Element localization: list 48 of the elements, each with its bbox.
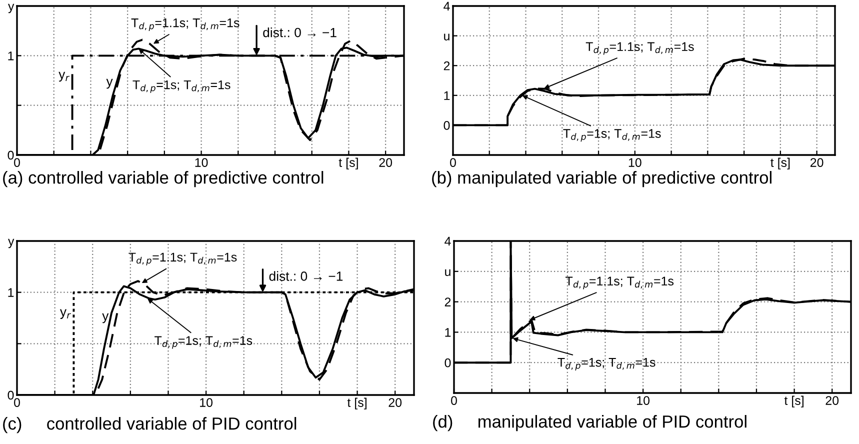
x-tick-label: 20 — [379, 158, 392, 167]
y-tick-label: 0 — [444, 121, 450, 130]
y-tick-label: 1 — [8, 288, 14, 297]
annotation: T$_{d,p}$=1.1s; T$_{d,m}$=1s — [128, 252, 237, 266]
annotation: T$_{d,p}$=1.1s; T$_{d,m}$=1s — [566, 276, 674, 290]
y-tick-label: y — [8, 4, 14, 14]
x-tick-label: 0 — [451, 396, 457, 405]
text: (c) controlled variable of PID control — [3, 417, 296, 434]
x-tick-label: 0 — [14, 398, 20, 407]
text: (d) manipulated variable of PID control — [433, 415, 746, 432]
y-tick-label: u — [445, 269, 450, 276]
x-tick-label: 20 — [810, 158, 824, 167]
x-tick-label: 20 — [826, 396, 839, 405]
annotation: y — [106, 78, 113, 89]
y-tick-label: 1 — [445, 328, 451, 337]
x-tick-label: t [s] — [338, 158, 358, 170]
annotation: T$_{d,p}$=1s; T$_{d,m}$=1s — [558, 358, 656, 370]
x-tick-label: 0 — [14, 158, 20, 167]
y-tick-label: 1 — [8, 52, 14, 60]
annotation: T$_{d,p}$=1.1s; T$_{d,m}$=1s — [131, 18, 240, 31]
y-tick-label: 1 — [444, 91, 450, 100]
y-tick-label: 0 — [444, 358, 451, 368]
x-tick-label: 10 — [637, 396, 650, 405]
text: (a) controlled variable of predictive control — [3, 171, 324, 188]
annotation: y — [102, 313, 109, 324]
y-tick-label: 2 — [444, 61, 450, 70]
y-tick-label: y — [8, 238, 14, 248]
y-tick-label: 2 — [444, 298, 451, 306]
y-tick-label: u — [444, 34, 450, 40]
y-tick-label: 4 — [444, 236, 451, 246]
text: (b) manipulated variable of predictive control — [432, 171, 772, 188]
annotation: T$_{d,p}$=1s; T$_{d,m}$=1s — [563, 129, 661, 142]
x-tick-label: 10 — [195, 158, 208, 167]
x-tick-label: 10 — [200, 398, 213, 407]
annotation: T$_{d,p}$=1s; T$_{d,m}$=1s — [132, 80, 230, 93]
annotation: y$_{r}$ — [60, 309, 71, 319]
x-tick-label: t [s] — [770, 158, 790, 170]
annotation: dist.: 0 → −1 — [269, 271, 343, 281]
x-tick-label: t [s] — [347, 398, 366, 410]
x-tick-label: t [s] — [784, 396, 804, 408]
x-tick-label: 20 — [388, 398, 402, 407]
annotation: y$_{r}$ — [58, 72, 70, 82]
y-tick-label: 0 — [8, 150, 14, 160]
annotation: T$_{d,p}$=1.1s; T$_{d,m}$=1s — [586, 42, 694, 55]
y-tick-label: 4 — [444, 2, 450, 11]
x-tick-label: 10 — [628, 158, 642, 167]
annotation: T$_{d,p}$=1s; T$_{d,m}$=1s — [154, 336, 252, 349]
annotation: dist.: 0 → −1 — [263, 28, 336, 38]
